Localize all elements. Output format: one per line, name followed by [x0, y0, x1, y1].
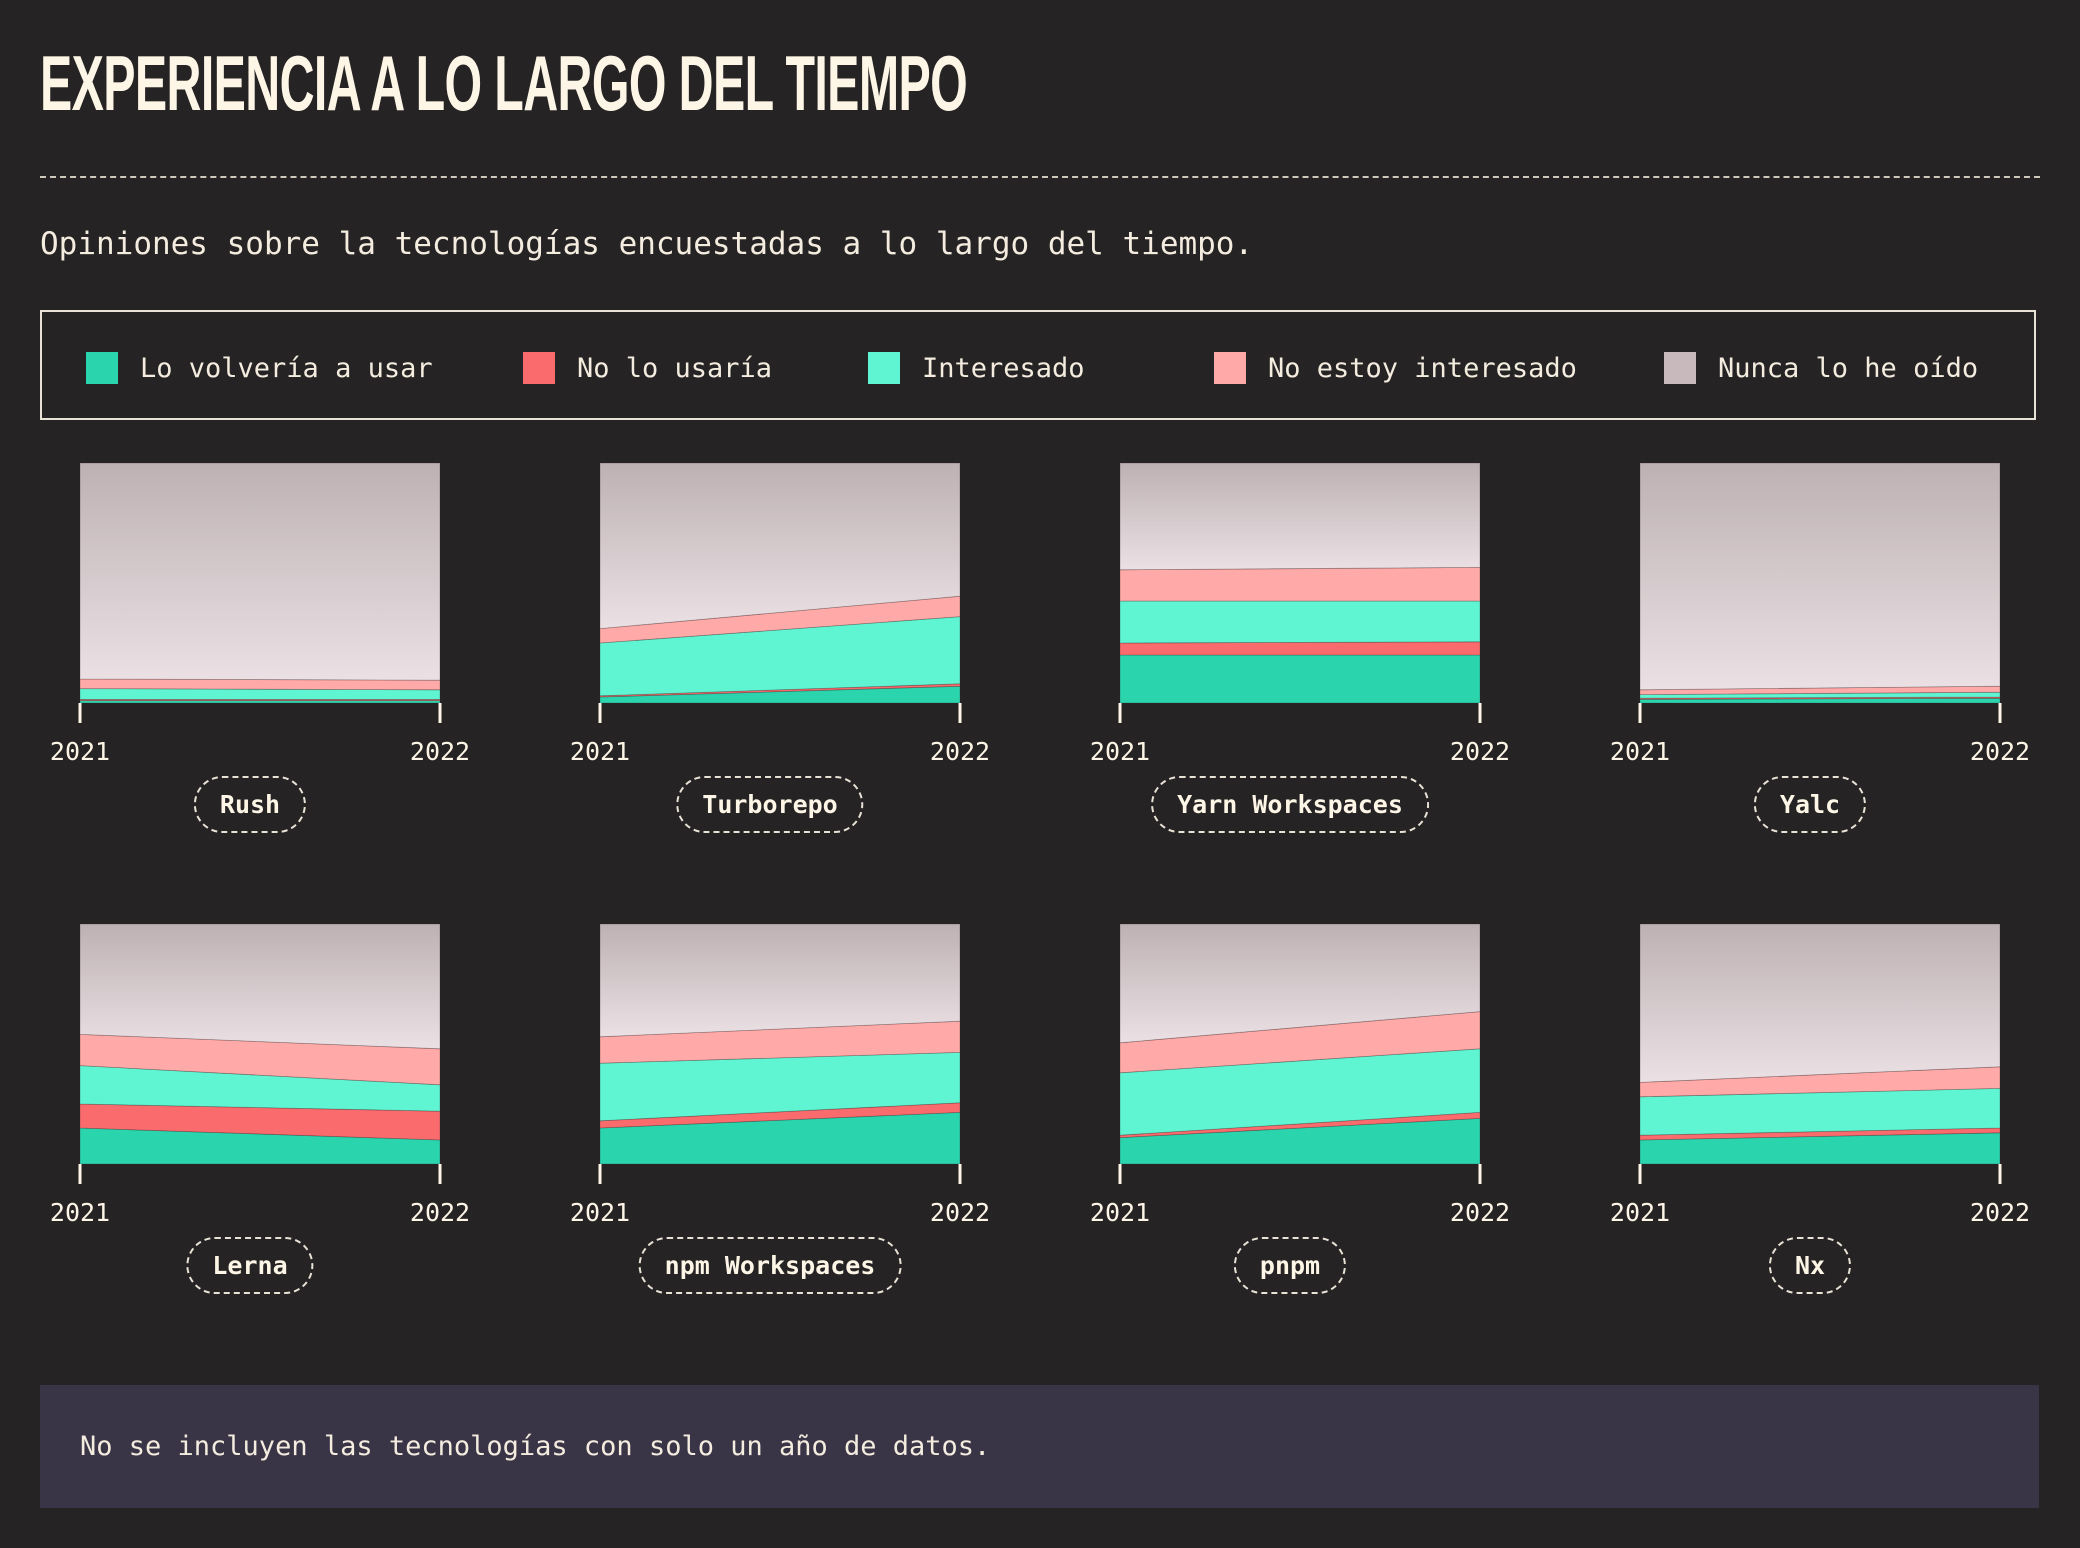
- chart-panel-rush: 2021 2022 Rush: [40, 450, 470, 870]
- area-no-lo-usaría: [1119, 641, 1481, 656]
- chart-panel-pnpm: 2021 2022 pnpm: [1080, 911, 1510, 1331]
- stacked-area-chart: 2021 2022: [1610, 923, 2030, 1227]
- x-tick-label: 2022: [1450, 1198, 1510, 1227]
- tech-label-rush[interactable]: Rush: [193, 776, 307, 833]
- page-title: EXPERIENCIA A LO LARGO DEL TIEMPO: [40, 39, 968, 127]
- tech-label-turborepo[interactable]: Turborepo: [676, 776, 864, 833]
- x-tick-label: 2021: [1610, 1198, 1670, 1227]
- x-tick-label: 2021: [50, 1198, 110, 1227]
- legend-item-interested[interactable]: Interesado: [868, 352, 1085, 384]
- area-nunca-lo-he-oído: [1119, 923, 1481, 1044]
- x-tick-label: 2022: [410, 1198, 470, 1227]
- chart-panel-turborepo: 2021 2022 Turborepo: [560, 450, 990, 870]
- footnote: No se incluyen las tecnologías con solo …: [40, 1385, 2039, 1508]
- x-tick-label: 2021: [1610, 737, 1670, 766]
- title-divider: [40, 176, 2040, 178]
- area-no-estoy-interesado: [79, 678, 441, 691]
- area-no-estoy-interesado: [1119, 566, 1481, 602]
- legend-item-not-interested[interactable]: No estoy interesado: [1214, 352, 1577, 384]
- legend-swatch-interested: [868, 352, 900, 384]
- legend-label-never-heard: Nunca lo he oído: [1718, 352, 1979, 384]
- x-tick-label: 2021: [570, 1198, 630, 1227]
- area-nunca-lo-he-oído: [599, 923, 961, 1038]
- x-tick-label: 2021: [570, 737, 630, 766]
- footnote-text: No se incluyen las tecnologías con solo …: [80, 1431, 991, 1462]
- legend-label-interested: Interesado: [922, 352, 1085, 384]
- chart-panel-yalc: 2021 2022 Yalc: [1600, 450, 2030, 870]
- chart-panel-npm-workspaces: 2021 2022 npm Workspaces: [560, 911, 990, 1331]
- area-lo-volvería-a-usar: [1119, 654, 1481, 704]
- legend-label-reuse: Lo volvería a usar: [140, 352, 433, 384]
- tech-label-npm-workspaces[interactable]: npm Workspaces: [638, 1237, 902, 1294]
- page-subtitle: Opiniones sobre la tecnologías encuestad…: [40, 226, 1254, 262]
- area-nunca-lo-he-oído: [599, 462, 961, 630]
- x-tick-label: 2022: [1450, 737, 1510, 766]
- legend-swatch-never-heard: [1664, 352, 1696, 384]
- area-nunca-lo-he-oído: [79, 462, 441, 681]
- stacked-area-chart: 2021 2022: [1090, 462, 1510, 766]
- tech-label-nx[interactable]: Nx: [1768, 1237, 1852, 1294]
- legend-label-not-interested: No estoy interesado: [1268, 352, 1577, 384]
- legend-item-reuse[interactable]: Lo volvería a usar: [86, 352, 433, 384]
- stacked-area-chart: 2021 2022: [1610, 462, 2030, 766]
- legend-item-never-heard[interactable]: Nunca lo he oído: [1664, 352, 1978, 384]
- chart-legend: Lo volvería a usar No lo usaría Interesa…: [40, 310, 2036, 420]
- stacked-area-chart: 2021 2022: [570, 923, 990, 1227]
- x-tick-label: 2022: [930, 1198, 990, 1227]
- legend-item-would-not-use[interactable]: No lo usaría: [523, 352, 772, 384]
- area-nunca-lo-he-oído: [1119, 462, 1481, 571]
- x-tick-label: 2022: [410, 737, 470, 766]
- chart-panel-lerna: 2021 2022 Lerna: [40, 911, 470, 1331]
- area-nunca-lo-he-oído: [79, 923, 441, 1050]
- legend-label-would-not-use: No lo usaría: [577, 352, 773, 384]
- chart-panel-yarn-workspaces: 2021 2022 Yarn Workspaces: [1080, 450, 1510, 870]
- area-nunca-lo-he-oído: [1639, 462, 2001, 691]
- x-tick-label: 2021: [50, 737, 110, 766]
- tech-label-pnpm[interactable]: pnpm: [1233, 1237, 1347, 1294]
- stacked-area-chart: 2021 2022: [50, 923, 470, 1227]
- legend-swatch-not-interested: [1214, 352, 1246, 384]
- area-interesado: [79, 688, 441, 700]
- tech-label-yalc[interactable]: Yalc: [1753, 776, 1867, 833]
- tech-label-yarn-workspaces[interactable]: Yarn Workspaces: [1151, 776, 1429, 833]
- stacked-area-chart: 2021 2022: [1090, 923, 1510, 1227]
- x-tick-label: 2022: [1970, 737, 2030, 766]
- stacked-area-chart: 2021 2022: [50, 462, 470, 766]
- legend-swatch-reuse: [86, 352, 118, 384]
- x-tick-label: 2022: [1970, 1198, 2030, 1227]
- x-tick-label: 2022: [930, 737, 990, 766]
- area-interesado: [1119, 600, 1481, 644]
- legend-swatch-would-not-use: [523, 352, 555, 384]
- stacked-area-chart: 2021 2022: [570, 462, 990, 766]
- chart-panel-nx: 2021 2022 Nx: [1600, 911, 2030, 1331]
- area-nunca-lo-he-oído: [1639, 923, 2001, 1083]
- tech-label-lerna[interactable]: Lerna: [186, 1237, 314, 1294]
- x-tick-label: 2021: [1090, 737, 1150, 766]
- x-tick-label: 2021: [1090, 1198, 1150, 1227]
